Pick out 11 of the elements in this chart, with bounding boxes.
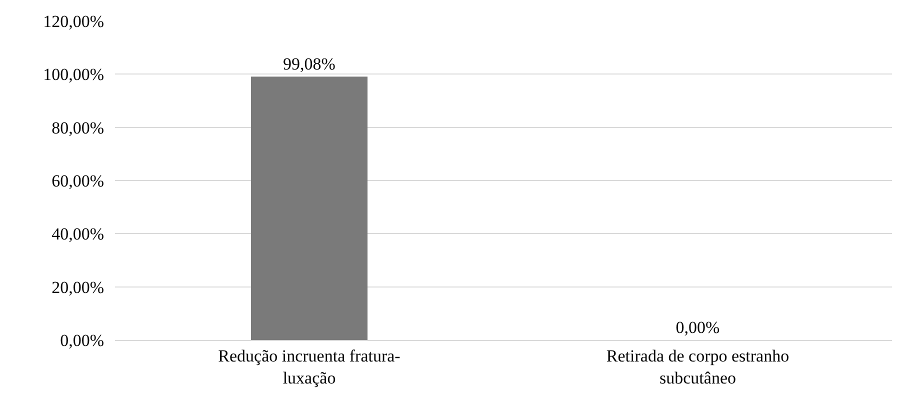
y-tick-label: 40,00% [52, 224, 104, 244]
data-label: 99,08% [283, 54, 336, 74]
y-tick-label: 20,00% [52, 278, 104, 297]
y-tick-label: 100,00% [43, 65, 104, 84]
y-tick-label: 80,00% [52, 118, 104, 138]
data-label: 0,00% [676, 318, 720, 337]
y-tick-label: 120,00% [43, 12, 104, 31]
x-tick-label: Retirada de corpo estranho subcutâneo [606, 346, 790, 388]
x-tick-label: Redução incruenta fratura-luxação [218, 346, 401, 388]
y-tick-label: 60,00% [52, 171, 104, 190]
y-tick-label: 0,00% [60, 330, 104, 350]
